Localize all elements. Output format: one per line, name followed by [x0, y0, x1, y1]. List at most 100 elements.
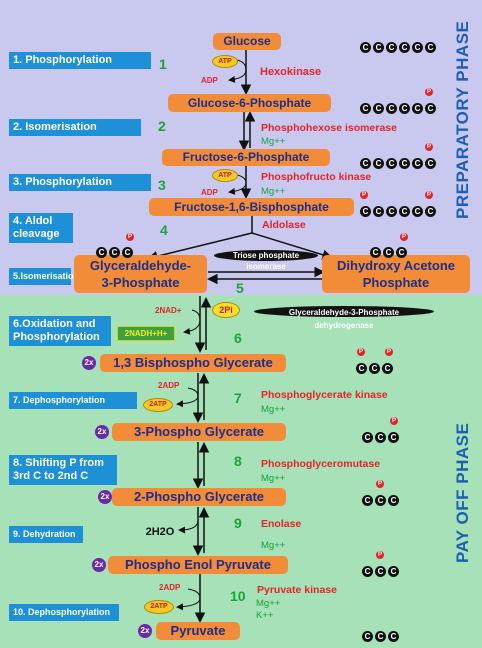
enzyme-phosphoglyceromutase: Phosphoglyceromutase	[261, 458, 381, 470]
enzyme-phosphohexose-isomerase: Phosphohexose isomerase	[261, 122, 397, 134]
step-5-label: 5.Isomerisation	[9, 268, 79, 285]
carbon: C	[373, 206, 384, 217]
phosphate-marker: P	[425, 88, 433, 96]
g3p-line-2: 3-Phosphate	[101, 275, 180, 290]
carbon: C	[369, 363, 380, 374]
phosphate-marker: P	[425, 143, 433, 151]
phosphate-marker: P	[360, 191, 368, 199]
step-number: 1	[159, 56, 167, 72]
carbon: C	[109, 247, 120, 258]
metabolite-glucose-6-phosphate: Glucose-6-Phosphate	[168, 94, 331, 112]
two-x-badge: 2x	[138, 624, 152, 638]
step-number: 3	[158, 177, 166, 193]
carbon: C	[412, 206, 423, 217]
metabolite-fructose-6-phosphate: Fructose-6-Phosphate	[162, 149, 330, 166]
curve-step-10	[176, 588, 201, 611]
water-icon: 2H2O	[145, 526, 175, 538]
step-10-label: 10. Dephosphorylation	[9, 604, 119, 621]
metabolite-1-3-bisphosphoglycerate: 1,3 Bisphospho Glycerate	[100, 354, 286, 372]
cofactor-mg: Mg++	[261, 186, 286, 197]
carbon: C	[388, 432, 399, 443]
step-3-label: 3. Phosphorylation	[9, 174, 151, 191]
adp-label: 2ADP	[159, 583, 181, 592]
carbon: C	[362, 495, 373, 506]
carbon: C	[425, 206, 436, 217]
metabolite-phosphoenolpyruvate: Phospho Enol Pyruvate	[108, 556, 288, 574]
enzyme-phosphofructokinase: Phosphofructo kinase	[261, 171, 372, 183]
two-x-badge: 2x	[92, 558, 106, 572]
metabolite-glucose: Glucose	[213, 33, 281, 50]
enzyme-aldolase: Aldolase	[262, 219, 306, 231]
adp-label: ADP	[201, 76, 218, 85]
carbon: C	[412, 103, 423, 114]
atp-icon: 2ATP	[144, 600, 174, 614]
enzyme-pyruvate-kinase: Pyruvate kinase	[257, 584, 337, 596]
carbon: C	[386, 103, 397, 114]
adp-label: 2ADP	[158, 381, 180, 390]
step-number: 10	[230, 588, 246, 604]
atp-icon: ATP	[212, 55, 238, 68]
enzyme-g3p-dehydrogenase: Glyceraldehyde-3-Phosphate dehydrogenase	[254, 306, 434, 330]
carbon: C	[360, 206, 371, 217]
dhap-line-2: Phosphate	[362, 275, 430, 290]
carbon: C	[388, 566, 399, 577]
cofactor-mg: Mg++	[261, 540, 286, 551]
carbon: C	[360, 103, 371, 114]
cofactor-k: K++	[256, 610, 274, 621]
enzyme-triose-phosphate-isomerase: Triose phosphate isomerase	[214, 250, 318, 271]
phosphate-marker: P	[126, 233, 134, 241]
carbon: C	[375, 495, 386, 506]
step-number: 5	[236, 280, 244, 296]
two-x-badge: 2x	[82, 356, 96, 370]
step-9-label: 9. Dehydration	[9, 526, 83, 543]
carbon: C	[425, 103, 436, 114]
arrow-step-4-right	[251, 232, 333, 260]
carbon: C	[122, 247, 133, 258]
step-8-label: 8. Shifting P from 3rd C to 2nd C	[9, 455, 117, 485]
metabolite-glyceraldehyde-3-phosphate: Glyceraldehyde- 3-Phosphate	[74, 255, 207, 293]
enzyme-phosphoglycerate-kinase: Phosphoglycerate kinase	[261, 389, 388, 401]
step-6-label: 6.Oxidation and Phosphorylation	[9, 316, 111, 346]
nad-label: 2NAD+	[155, 306, 182, 315]
carbon: C	[388, 631, 399, 642]
carbon: C	[375, 631, 386, 642]
g3pdh-line-1: Glyceraldehyde-3-Phosphate	[288, 308, 400, 317]
carbon: C	[360, 158, 371, 169]
step-1-label: 1. Phosphorylation	[9, 52, 151, 69]
two-x-badge: 2x	[98, 490, 112, 504]
step-2-label: 2. Isomerisation	[9, 119, 141, 136]
step-number: 8	[234, 453, 242, 469]
metabolite-pyruvate: Pyruvate	[156, 622, 240, 640]
phosphate-icon: 2Pi	[212, 302, 240, 318]
step-number: 7	[234, 390, 242, 406]
enzyme-enolase: Enolase	[261, 518, 302, 530]
step-number: 9	[234, 515, 242, 531]
dhap-line-1: Dihydroxy Acetone	[337, 258, 455, 273]
metabolite-3-phosphoglycerate: 3-Phospho Glycerate	[112, 423, 286, 441]
metabolite-2-phosphoglycerate: 2-Phospho Glycerate	[112, 488, 286, 506]
carbon: C	[396, 247, 407, 258]
carbon: C	[370, 247, 381, 258]
carbon: C	[399, 103, 410, 114]
curve-step-9	[178, 519, 199, 534]
step-number: 2	[158, 118, 166, 134]
phosphate-marker: P	[425, 191, 433, 199]
phosphate-marker: P	[376, 551, 384, 559]
preparatory-phase-title: PREPARATORY PHASE	[453, 20, 472, 219]
curve-step-1	[228, 59, 247, 83]
step-7-label: 7. Dephosphorylation	[9, 392, 137, 409]
carbon: C	[399, 42, 410, 53]
carbon: C	[373, 42, 384, 53]
curve-step-6	[183, 309, 201, 335]
adp-label: ADP	[201, 188, 218, 197]
cofactor-mg: Mg++	[256, 598, 281, 609]
phosphate-marker: P	[376, 480, 384, 488]
